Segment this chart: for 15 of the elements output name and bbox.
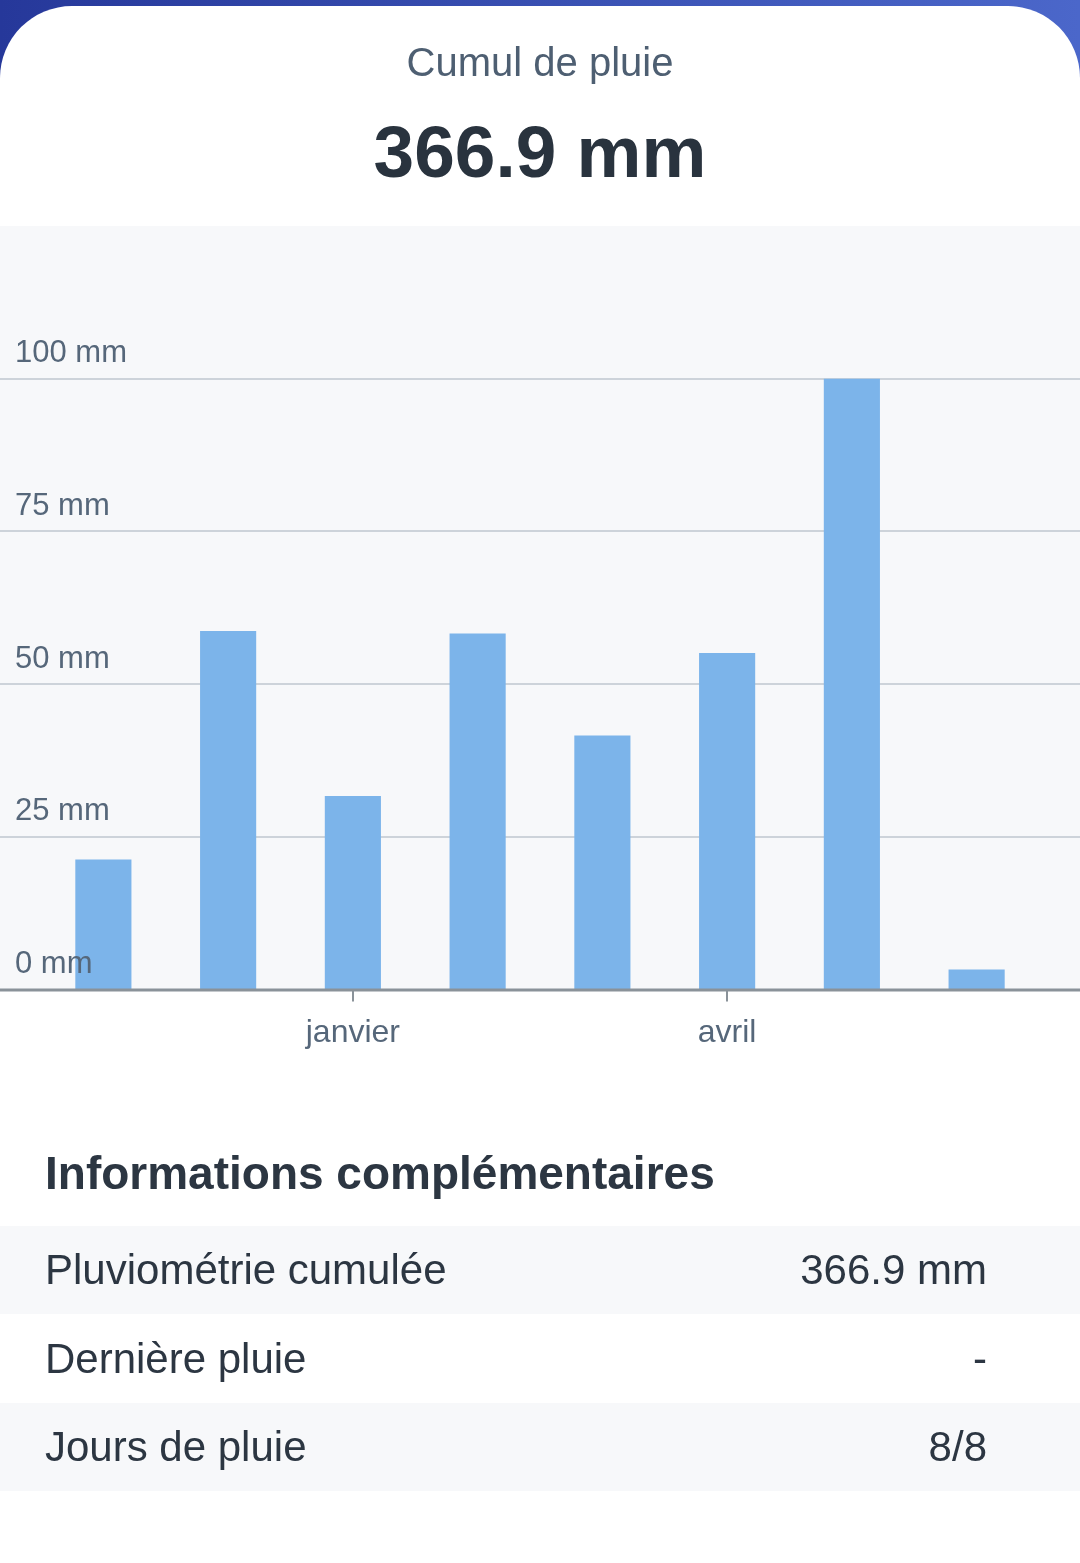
text: Dernière pluie <box>45 1333 307 1384</box>
text: Pluviométrie cumulée <box>45 1245 447 1295</box>
text: Informations complémentaires <box>45 1147 715 1199</box>
x-tick-label: janvier <box>304 1012 401 1049</box>
chart-subtitle: 366.9 mm <box>372 110 708 194</box>
text: 366.9 mm <box>800 1245 987 1295</box>
text: 8/8 <box>928 1422 987 1472</box>
y-tick-label: 75 mm <box>15 486 110 522</box>
chart-title: Cumul de pluie <box>405 39 675 86</box>
y-tick-label: 25 mm <box>15 792 110 828</box>
text: - <box>973 1333 987 1384</box>
text: Jours de pluie <box>45 1422 307 1472</box>
x-tick-label: avril <box>697 1012 757 1049</box>
y-tick-label: 100 mm <box>15 334 127 370</box>
y-tick-label: 50 mm <box>15 639 110 675</box>
